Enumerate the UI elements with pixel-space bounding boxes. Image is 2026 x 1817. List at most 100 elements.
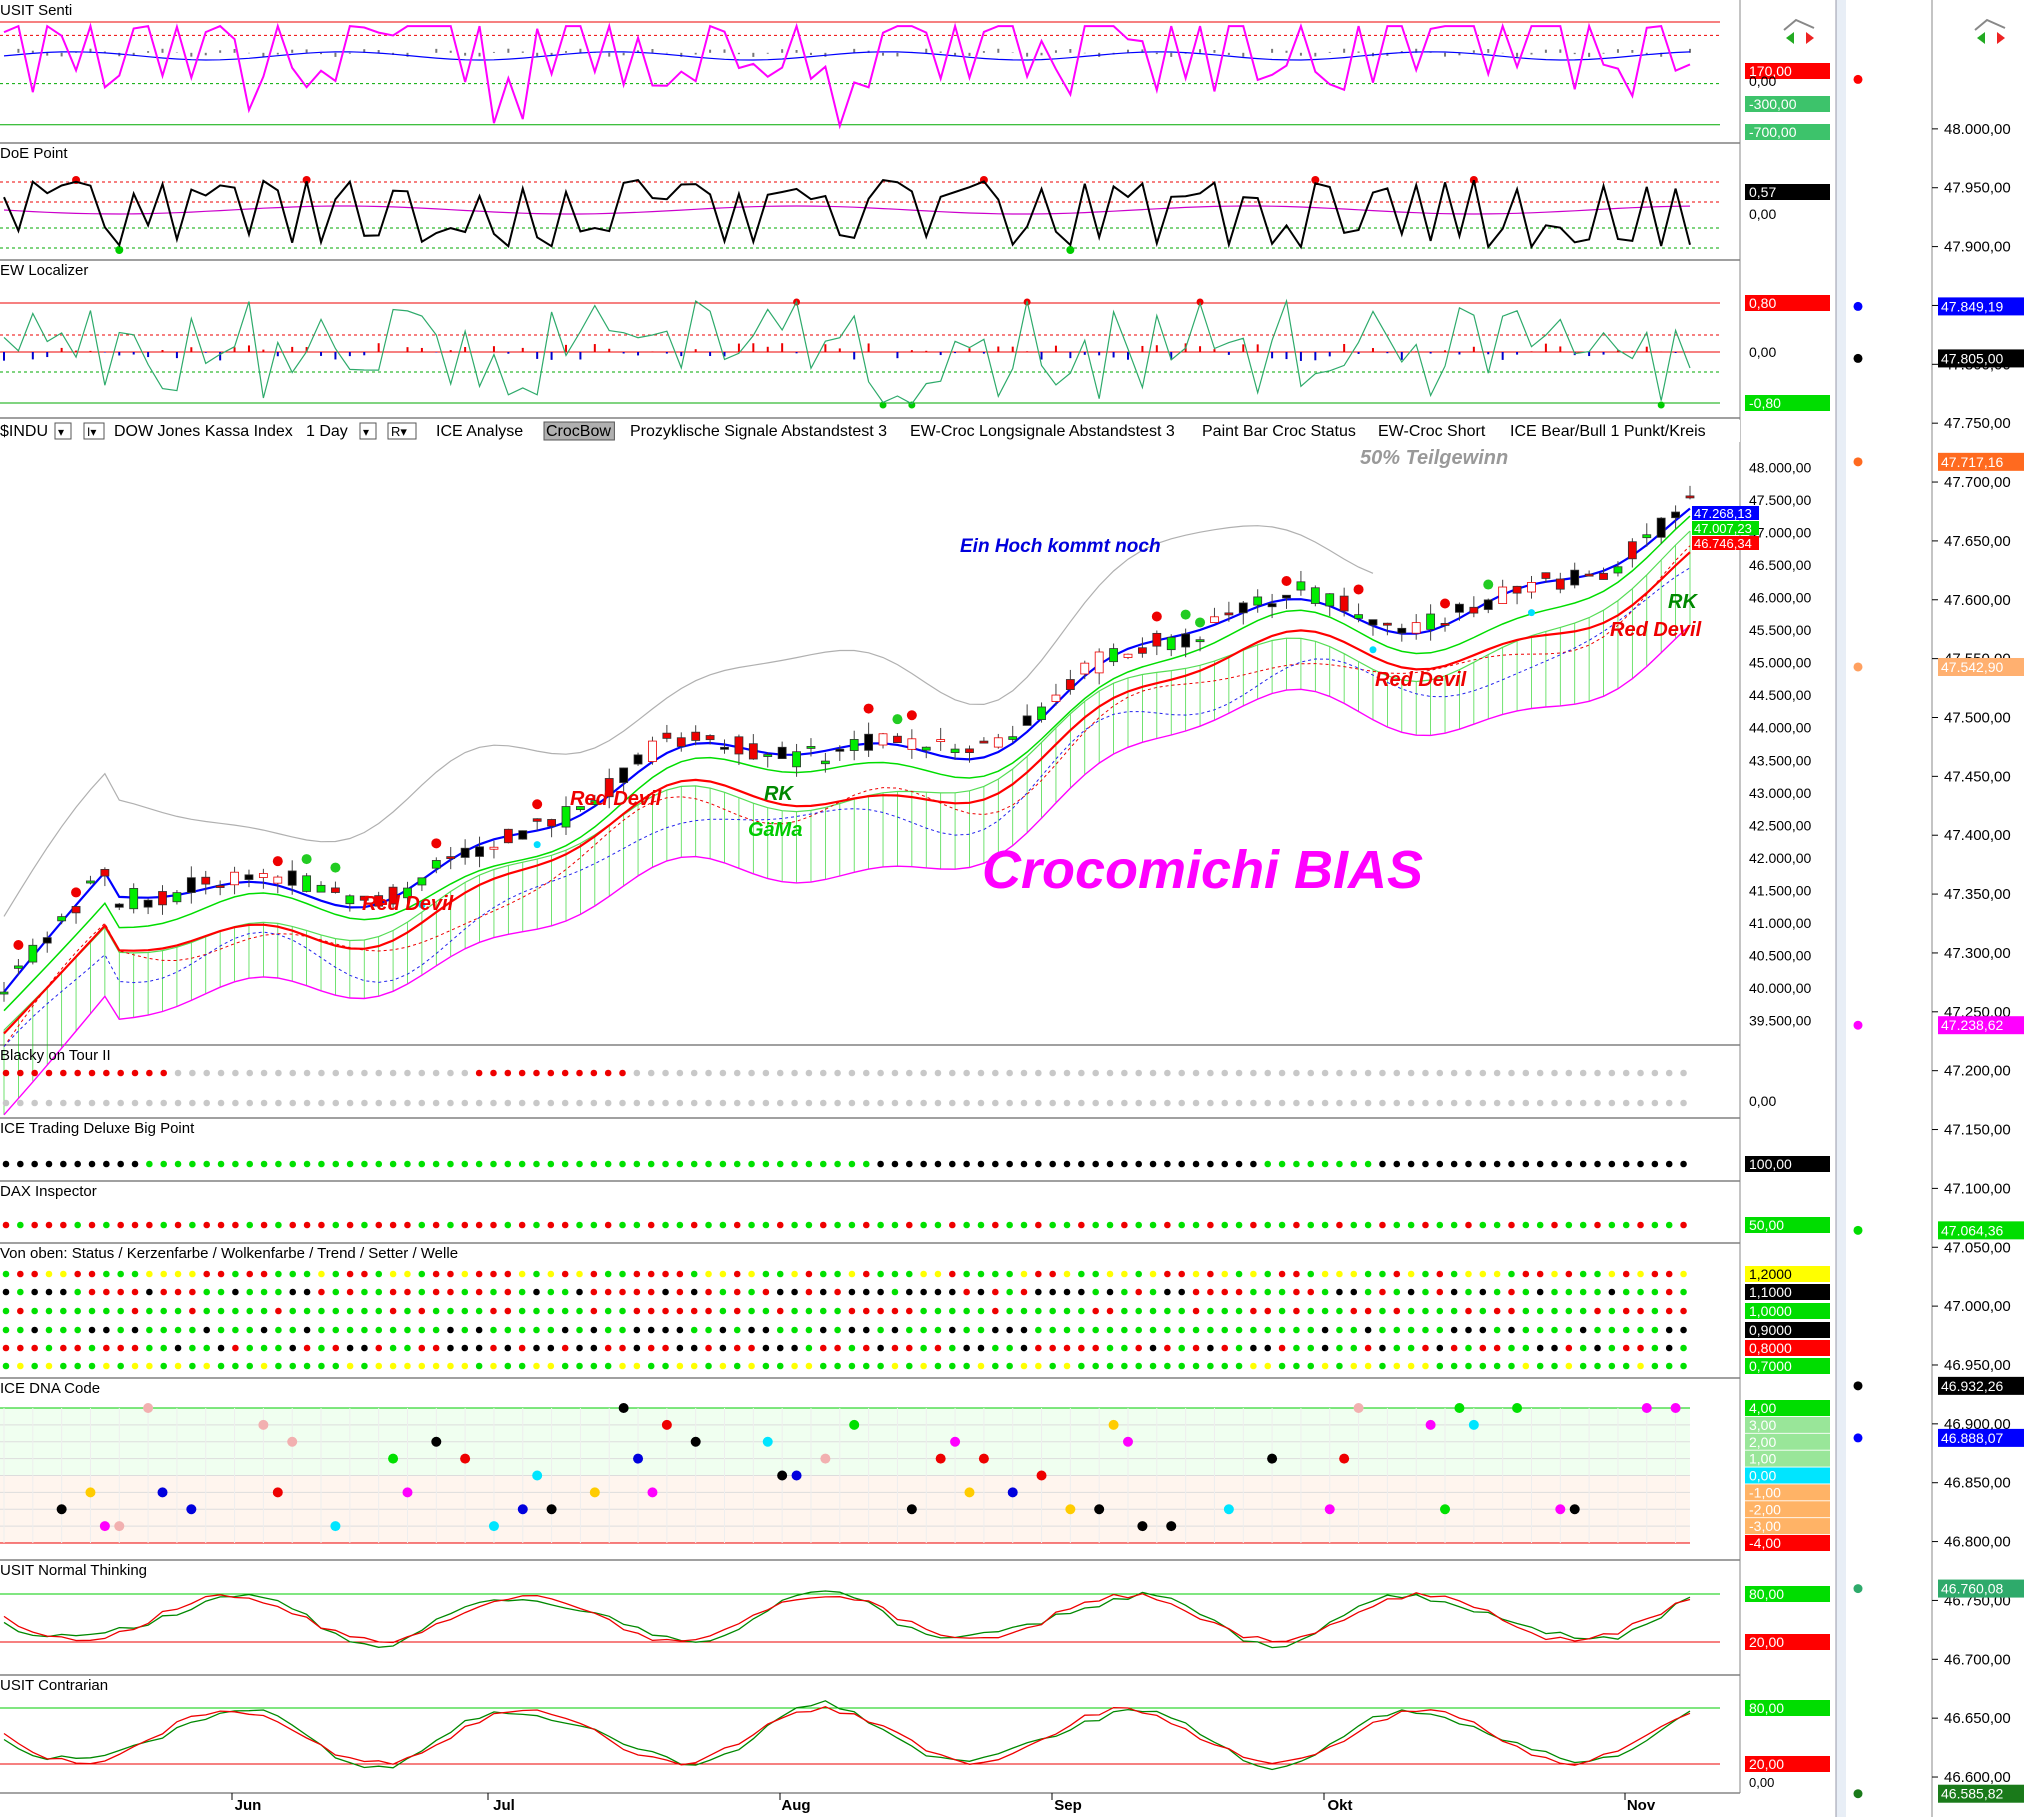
candle-body[interactable] [1224,612,1234,616]
candle-body[interactable] [1166,636,1176,651]
doe-point-panel[interactable] [0,176,1720,254]
candle-body[interactable] [1411,622,1421,634]
dna-panel[interactable] [0,1403,1690,1544]
candle-body[interactable] [547,819,556,827]
candle-body[interactable] [201,876,211,885]
candle-body[interactable] [1498,586,1508,604]
interval-dropdown[interactable] [83,422,105,440]
price-chart[interactable]: 48.000,0047.500,0047.000,0046.500,0046.0… [0,447,1811,1116]
candle-body[interactable] [1671,511,1680,519]
candle-body[interactable] [1584,573,1594,577]
candle-body[interactable] [1325,593,1335,607]
candle-body[interactable] [1065,679,1075,691]
candle-body[interactable] [1397,627,1407,634]
candle-body[interactable] [777,746,787,759]
candle-body[interactable] [561,806,571,828]
scale-arrows-icon[interactable] [1974,18,2006,44]
candle-body[interactable] [993,737,1003,748]
candle-body[interactable] [129,888,139,910]
candle-body[interactable] [1296,581,1306,591]
candle-body[interactable] [100,868,110,877]
candle-body[interactable] [417,877,427,886]
candle-body[interactable] [114,903,124,908]
candle-body[interactable] [705,735,715,741]
candle-body[interactable] [979,740,989,744]
candle-body[interactable] [1123,653,1133,658]
candle-body[interactable] [1541,572,1551,579]
candle-body[interactable] [1008,736,1018,740]
candle-body[interactable] [576,806,585,811]
deluxe-panel[interactable] [2,1160,1687,1168]
candle-body[interactable] [907,738,917,750]
candle-body[interactable] [359,895,369,901]
candle-body[interactable] [230,871,239,886]
candle-body[interactable] [1512,585,1522,594]
status-panel[interactable] [2,1270,1687,1370]
candle-body[interactable] [676,737,686,747]
candle-body[interactable] [388,886,398,905]
candle-body[interactable] [950,748,960,753]
ew-localizer-panel[interactable] [0,298,1720,409]
candle-body[interactable] [287,870,297,886]
candle-body[interactable] [158,891,167,906]
candle-body[interactable] [172,892,182,903]
candle-body[interactable] [86,880,95,884]
candle-body[interactable] [28,944,38,963]
candle-body[interactable] [0,991,9,995]
candle-body[interactable] [1627,541,1637,560]
candle-body[interactable] [1195,639,1205,643]
candle-body[interactable] [460,847,470,858]
candle-body[interactable] [893,735,902,744]
candle-body[interactable] [849,739,859,751]
candle-body[interactable] [1181,633,1191,648]
candle-body[interactable] [921,746,931,751]
candle-body[interactable] [1022,715,1032,726]
usit-senti-panel[interactable] [0,21,1720,130]
candle-body[interactable] [1282,594,1291,599]
candle-body[interactable] [1210,616,1219,623]
candle-body[interactable] [273,876,283,884]
candle-body[interactable] [1382,622,1392,626]
candle-body[interactable] [186,877,196,893]
candle-body[interactable] [835,748,845,752]
candle-body[interactable] [244,874,254,880]
candle-body[interactable] [936,739,946,742]
candle-body[interactable] [1094,651,1104,674]
candle-body[interactable] [518,830,528,840]
candle-body[interactable] [316,884,326,893]
candle-body[interactable] [1037,706,1046,720]
candle-body[interactable] [1051,694,1061,702]
candle-body[interactable] [57,916,67,922]
candle-body[interactable] [1339,595,1349,612]
candle-body[interactable] [1253,596,1263,606]
period-dropdown[interactable] [359,422,377,440]
candle-body[interactable] [633,754,643,765]
candle-body[interactable] [71,906,81,914]
candle-body[interactable] [1267,603,1277,608]
candle-body[interactable] [1080,662,1090,675]
candle-body[interactable] [446,856,456,860]
candle-body[interactable] [604,778,614,798]
scroll-strip[interactable] [1836,0,1846,1817]
candle-body[interactable] [42,937,52,944]
toolbar-arrows-icon[interactable] [1783,18,1815,44]
candle-body[interactable] [1152,632,1162,647]
dax-panel[interactable] [2,1221,1687,1229]
symbol-dropdown[interactable] [54,422,72,440]
normal-thinking-panel[interactable] [0,1590,1720,1649]
candle-body[interactable] [1656,517,1666,538]
candle-body[interactable] [143,899,153,908]
candle-body[interactable] [1310,587,1320,604]
candle-body[interactable] [302,875,312,892]
candle-body[interactable] [734,736,744,755]
candle-body[interactable] [14,965,23,969]
chart-toolbar[interactable]: $INDU ▾ I▾ DOW Jones Kassa Index 1 Day ▾ R▾ ICE… [0,420,1740,442]
candle-body[interactable] [619,767,629,783]
candle-body[interactable] [748,743,758,760]
candle-body[interactable] [532,818,542,822]
candle-body[interactable] [1368,619,1378,626]
candle-body[interactable] [475,846,484,857]
candle-body[interactable] [1138,647,1147,654]
candle-body[interactable] [691,731,701,741]
candle-body[interactable] [662,732,672,739]
